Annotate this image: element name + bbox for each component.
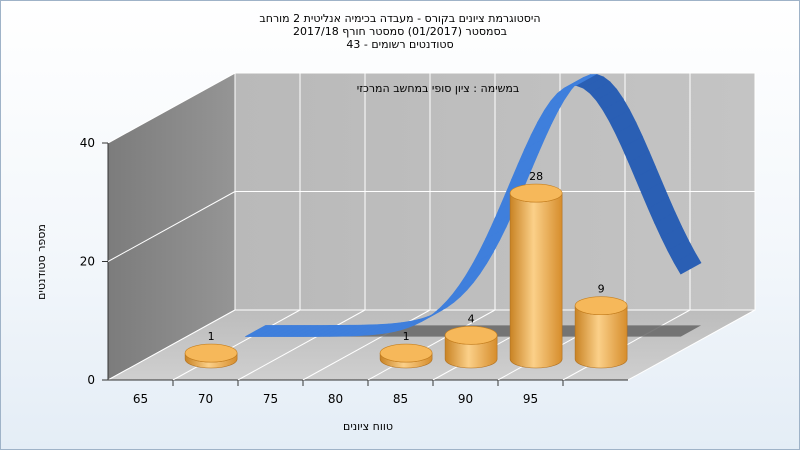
bar-cap bbox=[574, 296, 628, 315]
gridline-left-wall bbox=[107, 191, 236, 262]
gridline-floor bbox=[367, 309, 496, 381]
chart-subtitle: במשימה : ציון סופי במחשב המרכזי bbox=[357, 82, 520, 95]
x-tick-label: 65 bbox=[133, 392, 148, 406]
y-axis-label: מספר סטודנטים bbox=[35, 224, 48, 300]
bar-cap bbox=[184, 343, 238, 363]
bar-body bbox=[509, 193, 563, 369]
bar-value-label: 28 bbox=[529, 170, 543, 183]
x-tick-label: 85 bbox=[393, 392, 408, 406]
y-tick-label: 20 bbox=[80, 255, 95, 269]
bar-cap bbox=[444, 325, 498, 345]
bar-value-label: 9 bbox=[598, 283, 605, 296]
x-tick-label: 75 bbox=[263, 392, 278, 406]
chart-title-line-1: היסטוגרמת ציונים בקורס - מעבדה בכימיה אנ… bbox=[259, 12, 541, 25]
bar-0: 1 bbox=[184, 330, 238, 369]
y-tick-labels: 0 20 40 bbox=[80, 136, 108, 387]
x-tick-label: 95 bbox=[523, 392, 538, 406]
curve-segment bbox=[673, 251, 702, 275]
bar-value-label: 1 bbox=[208, 330, 215, 343]
gridline-floor bbox=[237, 309, 366, 381]
bar-value-label: 4 bbox=[468, 312, 475, 325]
x-axis-label: טווח ציונים bbox=[343, 420, 393, 433]
chart-title-line-3: סטודנטים רשומים - 43 bbox=[346, 38, 454, 51]
bar-1: 1 bbox=[379, 330, 433, 369]
bar-4: 9 bbox=[574, 283, 628, 369]
bar-2: 4 bbox=[444, 312, 498, 369]
chart-title-line-2: בסמסטר (01/2017) סמסטר חורף 2017/18 bbox=[293, 25, 507, 38]
distribution-curve bbox=[245, 74, 702, 337]
bars: 1 1 4 28 9 bbox=[184, 170, 628, 369]
gridline-floor bbox=[172, 309, 301, 381]
bar-3: 28 bbox=[509, 170, 563, 369]
y-tick-label: 0 bbox=[87, 373, 95, 387]
x-tick-label: 70 bbox=[198, 392, 213, 406]
bar-cap bbox=[379, 343, 433, 363]
x-tick-label: 80 bbox=[328, 392, 343, 406]
y-tick-label: 40 bbox=[80, 136, 95, 150]
x-tick-label: 90 bbox=[458, 392, 473, 406]
bar-body bbox=[574, 305, 628, 369]
bar-cap bbox=[509, 183, 563, 203]
x-tick-labels: 65 70 75 80 85 90 95 bbox=[133, 380, 564, 406]
bar-value-label: 1 bbox=[403, 330, 410, 343]
